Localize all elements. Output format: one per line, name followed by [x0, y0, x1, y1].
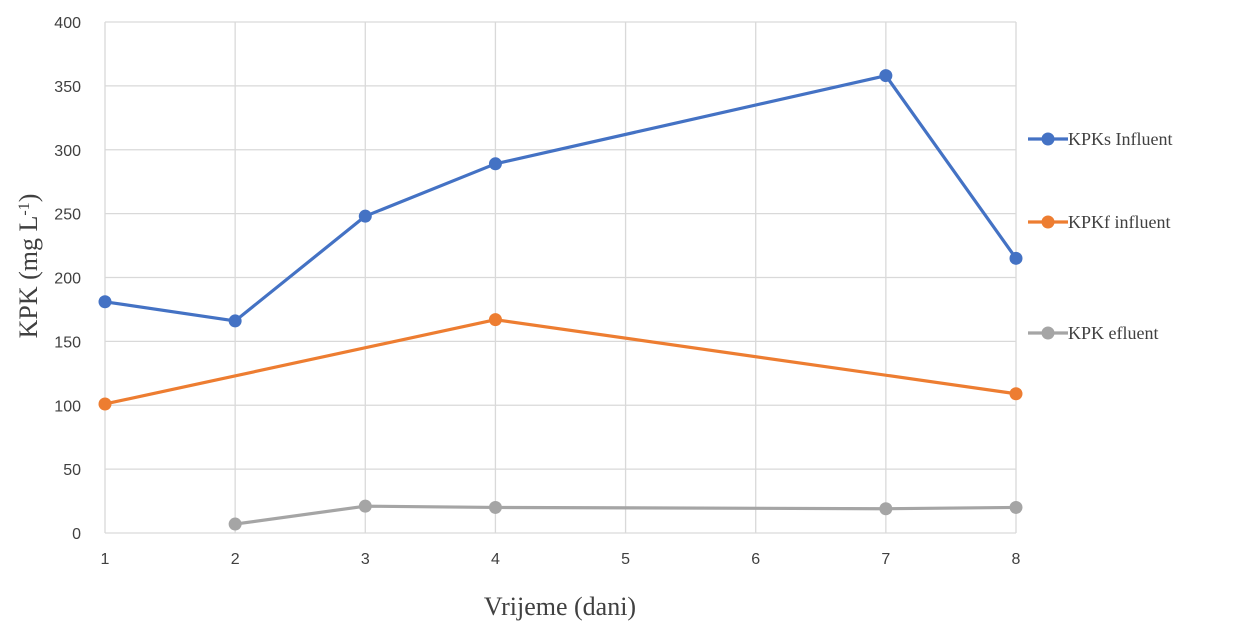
legend-swatch-marker [1041, 215, 1055, 229]
x-tick-label: 1 [101, 551, 110, 568]
series-group [228, 499, 1023, 531]
data-point [488, 157, 502, 171]
data-point [228, 517, 242, 531]
data-point [98, 397, 112, 411]
data-point [1009, 251, 1023, 265]
y-tick-label: 400 [54, 15, 81, 32]
data-point [879, 502, 893, 516]
series-line [103, 318, 1018, 406]
legend-label: KPK efluent [1068, 323, 1158, 343]
y-tick-label: 150 [54, 334, 81, 351]
legend-item: KPKf influent [1028, 212, 1171, 232]
x-tick-label: 6 [751, 551, 760, 568]
y-tick-label: 50 [63, 462, 81, 479]
data-point [228, 314, 242, 328]
x-tick-label: 3 [361, 551, 370, 568]
data-point [358, 499, 372, 513]
legend: KPKs Influent KPKf influent KPK efluent [1028, 129, 1173, 343]
y-tick-label: 100 [54, 398, 81, 415]
legend-label: KPKf influent [1068, 212, 1171, 232]
x-tick-label: 4 [491, 551, 500, 568]
legend-item: KPK efluent [1028, 323, 1158, 343]
y-tick-label: 300 [54, 143, 81, 160]
data-point [879, 69, 893, 83]
grid [104, 21, 1017, 534]
y-tick-label: 250 [54, 207, 81, 224]
data-point [1009, 500, 1023, 514]
series-lines [98, 69, 1023, 531]
data-point [488, 313, 502, 327]
series-group [98, 69, 1023, 328]
y-axis-title: KPK (mg L-1) [14, 194, 43, 339]
y-tick-label: 350 [54, 79, 81, 96]
y-tick-label: 200 [54, 271, 81, 288]
data-point [488, 500, 502, 514]
x-axis-ticks: 1 2 3 4 5 6 7 8 [101, 551, 1021, 568]
y-tick-label: 0 [72, 526, 81, 543]
x-tick-label: 2 [231, 551, 240, 568]
x-tick-label: 8 [1012, 551, 1021, 568]
legend-swatch-marker [1041, 326, 1055, 340]
data-point [98, 295, 112, 309]
x-tick-label: 7 [881, 551, 890, 568]
legend-item: KPKs Influent [1028, 129, 1173, 149]
data-point [1009, 387, 1023, 401]
legend-swatch-marker [1041, 132, 1055, 146]
legend-label: KPKs Influent [1068, 129, 1173, 149]
x-axis-title: Vrijeme (dani) [484, 592, 636, 621]
series-line [103, 74, 1018, 323]
data-point [358, 209, 372, 223]
y-axis-ticks: 0 50 100 150 200 250 300 350 400 [54, 15, 81, 543]
series-group [98, 313, 1023, 411]
x-tick-label: 5 [621, 551, 630, 568]
